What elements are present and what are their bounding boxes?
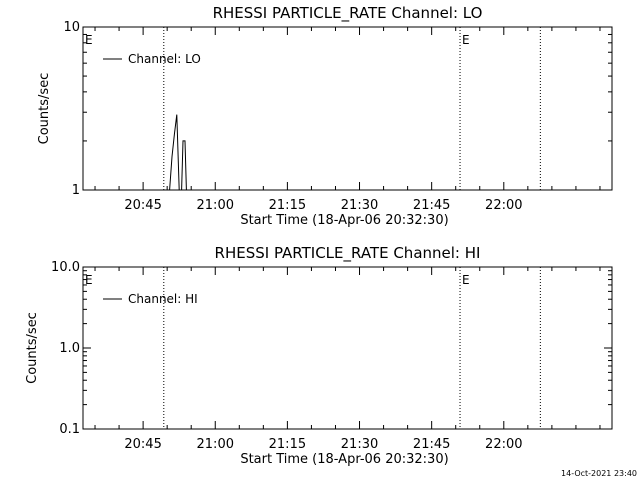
x-tick-label: 21:15 <box>269 198 306 213</box>
footer-timestamp: 14-Oct-2021 23:40 <box>561 469 637 478</box>
x-tick-label: 21:30 <box>341 437 378 452</box>
y-tick-label: 10.0 <box>51 260 80 275</box>
event-marker-label: E <box>462 33 470 47</box>
x-tick-label: 21:15 <box>269 437 306 452</box>
x-tick-label: 20:45 <box>124 437 161 452</box>
x-tick-label: 21:45 <box>413 437 450 452</box>
series-line <box>169 114 189 191</box>
chart-title: RHESSI PARTICLE_RATE Channel: LO <box>213 4 483 23</box>
y-tick-label: 1.0 <box>59 341 80 356</box>
chart-panel-2: RHESSI PARTICLE_RATE Channel: HI 20:45 21:… <box>25 244 613 467</box>
legend-label: Channel: HI <box>128 292 198 306</box>
x-axis-label: Start Time (18-Apr-06 20:32:30) <box>240 452 448 467</box>
y-tick-label: 0.1 <box>59 422 80 437</box>
event-marker-label: E <box>85 273 93 287</box>
x-tick-label: 20:45 <box>124 198 161 213</box>
event-marker-label: E <box>462 273 470 287</box>
x-tick-label: 22:00 <box>485 437 522 452</box>
chart-title: RHESSI PARTICLE_RATE Channel: HI <box>215 244 481 263</box>
x-tick-label: 22:00 <box>485 198 522 213</box>
y-axis-label: Counts/sec <box>25 312 40 384</box>
x-tick-label: 21:45 <box>413 198 450 213</box>
y-axis-label: Counts/sec <box>37 73 52 145</box>
event-marker-label: E <box>85 33 93 47</box>
y-tick-label: 10 <box>63 20 80 35</box>
plot-frame <box>82 26 613 191</box>
chart-panel-1: RHESSI PARTICLE_RATE Channel: LO 20:45 21:… <box>37 4 613 228</box>
x-axis-label: Start Time (18-Apr-06 20:32:30) <box>240 213 448 228</box>
x-tick-label: 21:00 <box>197 198 234 213</box>
x-tick-label: 21:30 <box>341 198 378 213</box>
legend-label: Channel: LO <box>128 52 201 66</box>
x-tick-label: 21:00 <box>197 437 234 452</box>
y-tick-label: 1 <box>72 183 80 198</box>
